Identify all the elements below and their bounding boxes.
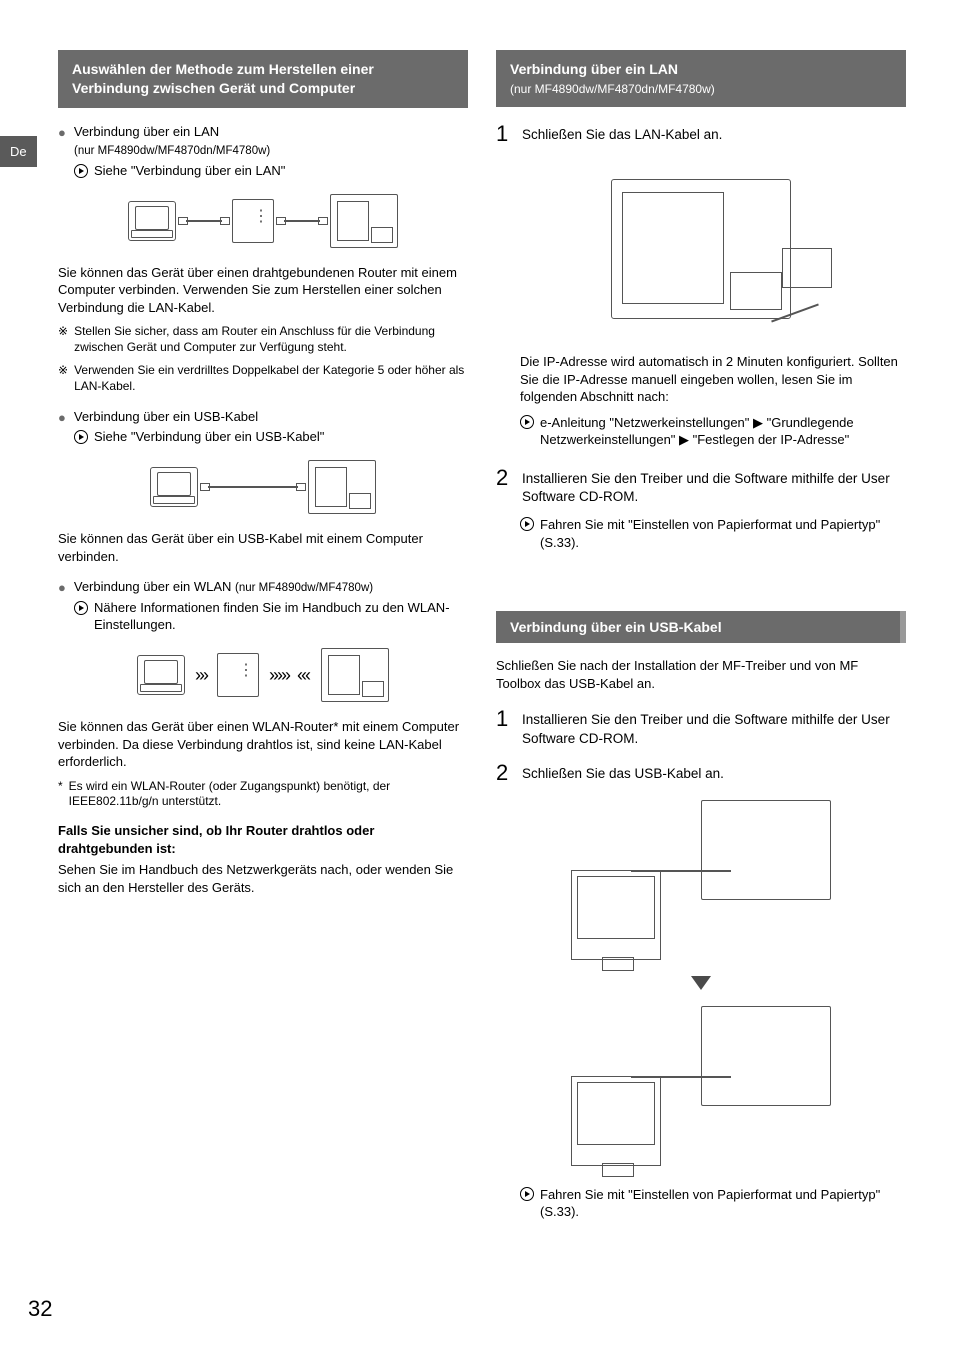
arrow-icon: [74, 601, 88, 615]
step-number: 2: [496, 762, 512, 784]
lan-see-text: Siehe "Verbindung über ein LAN": [94, 163, 285, 180]
usb-intro: Schließen Sie nach der Installation der …: [496, 657, 906, 692]
wlan-see-ref: Nähere Informationen finden Sie im Handb…: [74, 600, 468, 634]
wlan-star-note: * Es wird ein WLAN-Router (oder Zugangsp…: [58, 779, 468, 810]
wlan-title: Verbindung über ein WLAN (nur MF4890dw/M…: [74, 579, 373, 596]
ref-text: e-Anleitung "Netzwerkeinstellungen" ▶ "G…: [540, 414, 906, 449]
unsure-answer: Sehen Sie im Handbuch des Netzwerkgeräts…: [58, 861, 468, 896]
right-usb-header: Verbindung über ein USB-Kabel: [496, 611, 906, 643]
laptop-icon: [137, 655, 185, 695]
lan-step-1: 1 Schließen Sie das LAN-Kabel an.: [496, 123, 906, 145]
usb-desc: Sie können das Gerät über ein USB-Kabel …: [58, 530, 468, 565]
step-number: 1: [496, 708, 512, 747]
arrow-icon: [74, 430, 88, 444]
note-mark-icon: ※: [58, 324, 68, 355]
right-lan-header: Verbindung über ein LAN (nur MF4890dw/MF…: [496, 50, 906, 107]
router-icon: [217, 653, 259, 697]
usb-line-icon: [631, 870, 731, 872]
triangle-down-icon: [691, 976, 711, 990]
note-mark-icon: ※: [58, 363, 68, 394]
usb-connect-diagram-1: [571, 800, 831, 960]
router-icon: [232, 199, 274, 243]
bullet-icon: ●: [58, 125, 66, 141]
monitor-icon: [571, 1076, 661, 1166]
step-text: Schließen Sie das USB-Kabel an.: [522, 762, 906, 784]
note-item: ※ Stellen Sie sicher, dass am Router ein…: [58, 324, 468, 355]
usb-continue-ref: Fahren Sie mit "Einstellen von Papierfor…: [520, 1186, 906, 1221]
note-item: ※ Verwenden Sie ein verdrilltes Doppelka…: [58, 363, 468, 394]
lan-bullet: ● Verbindung über ein LAN: [58, 124, 468, 141]
usb-bullet: ● Verbindung über ein USB-Kabel: [58, 409, 468, 426]
lan-emanual-ref: e-Anleitung "Netzwerkeinstellungen" ▶ "G…: [520, 414, 906, 449]
monitor-icon: [571, 870, 661, 960]
lan-diagram: [58, 194, 468, 248]
laptop-icon: [128, 201, 176, 241]
usb-see-text: Siehe "Verbindung über ein USB-Kabel": [94, 429, 324, 446]
lan-models: (nur MF4890dw/MF4870dn/MF4780w): [74, 145, 468, 157]
wifi-waves-icon: ›››››: [269, 665, 289, 686]
note-text: Stellen Sie sicher, dass am Router ein A…: [74, 324, 468, 355]
step-text: Installieren Sie den Treiber und die Sof…: [522, 708, 906, 747]
lan-see-ref: Siehe "Verbindung über ein LAN": [74, 163, 468, 180]
wlan-see-text: Nähere Informationen finden Sie im Handb…: [94, 600, 468, 634]
usb-step-1: 1 Installieren Sie den Treiber und die S…: [496, 708, 906, 747]
right-column: Verbindung über ein LAN (nur MF4890dw/MF…: [496, 50, 906, 1221]
wlan-desc: Sie können das Gerät über einen WLAN-Rou…: [58, 718, 468, 771]
arrow-icon: [520, 1187, 534, 1201]
lan-continue-ref: Fahren Sie mit "Einstellen von Papierfor…: [520, 516, 906, 551]
lan-port-icon: [782, 248, 832, 288]
printer-small-icon: [701, 1006, 831, 1106]
lan-desc: Sie können das Gerät über einen drahtgeb…: [58, 264, 468, 317]
arrow-icon: [520, 517, 534, 531]
ref-text: Fahren Sie mit "Einstellen von Papierfor…: [540, 1186, 906, 1221]
ref-text: Fahren Sie mit "Einstellen von Papierfor…: [540, 516, 906, 551]
usb-title: Verbindung über ein USB-Kabel: [74, 409, 258, 426]
lan-step-2: 2 Installieren Sie den Treiber und die S…: [496, 467, 906, 506]
step-number: 1: [496, 123, 512, 145]
arrow-icon: [74, 164, 88, 178]
star-text: Es wird ein WLAN-Router (oder Zugangspun…: [69, 779, 468, 810]
wlan-bullet: ● Verbindung über ein WLAN (nur MF4890dw…: [58, 579, 468, 596]
step-text: Installieren Sie den Treiber und die Sof…: [522, 467, 906, 506]
printer-icon: [330, 194, 398, 248]
lan-large-diagram: [561, 159, 841, 339]
usb-line-icon: [631, 1076, 731, 1078]
bullet-icon: ●: [58, 410, 66, 426]
usb-connect-diagram-2: [571, 1006, 831, 1166]
unsure-question: Falls Sie unsicher sind, ob Ihr Router d…: [58, 822, 468, 857]
left-column: Auswählen der Methode zum Herstellen ein…: [58, 50, 468, 1221]
cable-icon: [284, 220, 320, 222]
arrow-icon: [520, 415, 534, 429]
wifi-waves-icon: ›››: [195, 665, 207, 686]
note-text: Verwenden Sie ein verdrilltes Doppelkabe…: [74, 363, 468, 394]
cable-icon: [186, 220, 222, 222]
page-content: Auswählen der Methode zum Herstellen ein…: [0, 0, 954, 1271]
printer-small-icon: [701, 800, 831, 900]
printer-large-icon: [611, 179, 791, 319]
laptop-icon: [150, 467, 198, 507]
printer-icon: [308, 460, 376, 514]
step-number: 2: [496, 467, 512, 506]
star-icon: *: [58, 779, 63, 810]
ip-config-text: Die IP-Adresse wird automatisch in 2 Min…: [520, 353, 906, 406]
lan-cable-icon: [770, 298, 840, 328]
usb-cable-icon: [208, 486, 298, 488]
usb-see-ref: Siehe "Verbindung über ein USB-Kabel": [74, 429, 468, 446]
step-text: Schließen Sie das LAN-Kabel an.: [522, 123, 906, 145]
wlan-diagram: ››› ››››› ›››: [58, 648, 468, 702]
wifi-waves-icon: ›››: [299, 665, 311, 686]
page-number: 32: [28, 1296, 52, 1322]
printer-icon: [321, 648, 389, 702]
bullet-icon: ●: [58, 580, 66, 596]
lan-notes: ※ Stellen Sie sicher, dass am Router ein…: [58, 324, 468, 394]
usb-step-2: 2 Schließen Sie das USB-Kabel an.: [496, 762, 906, 784]
lan-title: Verbindung über ein LAN: [74, 124, 219, 141]
usb-diagram: [58, 460, 468, 514]
left-section-header: Auswählen der Methode zum Herstellen ein…: [58, 50, 468, 108]
language-tab: De: [0, 136, 37, 167]
